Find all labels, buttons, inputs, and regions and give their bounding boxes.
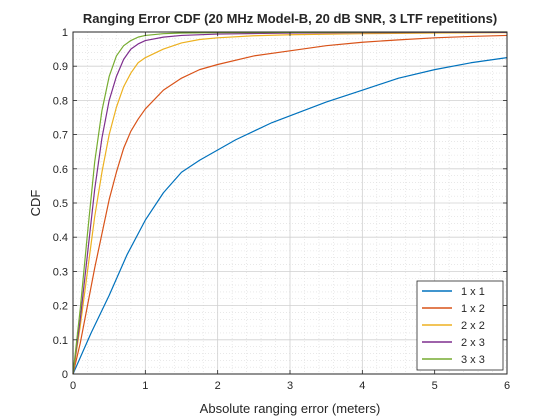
series-line-2 <box>72 34 508 375</box>
chart-title: Ranging Error CDF (20 MHz Model-B, 20 dB… <box>83 11 497 26</box>
x-axis-ticks: 0 1 2 3 4 5 6 <box>70 32 510 392</box>
series-line-1 <box>72 57 508 375</box>
series-line-3 <box>72 32 508 375</box>
y-axis-ticks: 0 0.1 0.2 0.3 0.4 0.5 0.6 0.7 0.8 0.9 1 <box>53 27 507 381</box>
series-line-4 <box>72 31 507 375</box>
y-tick-label: 0.1 <box>53 335 68 347</box>
y-tick-label: 0.2 <box>53 301 68 313</box>
legend-label-2: 1 x 2 <box>461 303 485 315</box>
y-tick-label: 1 <box>62 27 68 39</box>
y-tick-label: 0.6 <box>53 164 68 176</box>
legend-label-1: 1 x 1 <box>461 286 485 298</box>
x-tick-label: 4 <box>359 380 365 392</box>
series-layer <box>72 31 508 375</box>
legend-label-3: 2 x 2 <box>461 320 485 332</box>
x-tick-label: 1 <box>142 380 148 392</box>
y-tick-label: 0.8 <box>53 95 68 107</box>
legend: 1 x 1 1 x 2 2 x 2 2 x 3 3 x 3 <box>416 280 504 371</box>
y-tick-label: 0.3 <box>53 266 68 278</box>
legend-label-4: 2 x 3 <box>461 337 485 349</box>
series-line-5 <box>72 31 508 375</box>
y-axis-label: CDF <box>28 190 43 217</box>
x-tick-label: 5 <box>432 380 438 392</box>
y-tick-label: 0.9 <box>53 61 68 73</box>
y-tick-label: 0.5 <box>53 198 68 210</box>
y-tick-label: 0.4 <box>53 232 68 244</box>
x-tick-label: 3 <box>287 380 293 392</box>
legend-label-5: 3 x 3 <box>461 354 485 366</box>
x-tick-label: 0 <box>70 380 76 392</box>
x-tick-label: 2 <box>215 380 221 392</box>
x-axis-label: Absolute ranging error (meters) <box>200 401 381 416</box>
x-tick-label: 6 <box>504 380 510 392</box>
y-tick-label: 0 <box>62 369 68 381</box>
y-tick-label: 0.7 <box>53 130 68 142</box>
